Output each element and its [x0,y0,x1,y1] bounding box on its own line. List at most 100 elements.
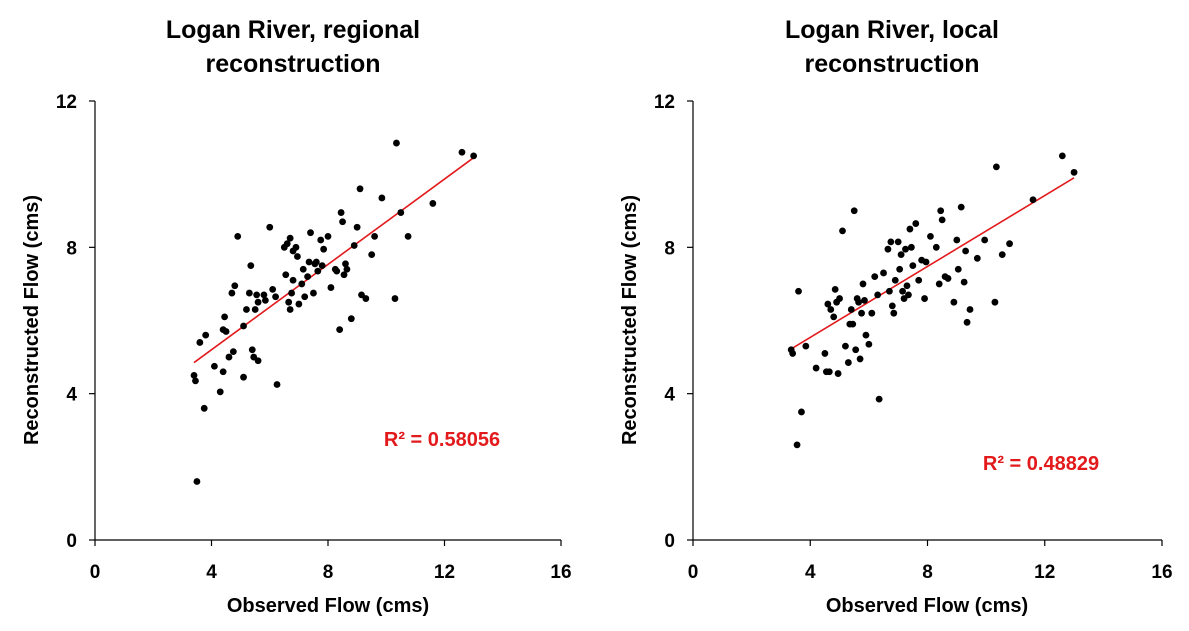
data-point [861,296,868,304]
data-point [299,265,307,273]
x-tick-label: 8 [323,562,334,583]
data-point [286,234,294,242]
data-point [944,275,952,282]
x-tick-label: 8 [922,562,933,583]
data-point [273,381,281,388]
data-point [844,359,852,366]
data-point [294,253,301,260]
data-point [307,229,314,237]
data-point [849,320,857,328]
data-point [922,258,930,266]
data-point [973,254,981,262]
data-point [899,287,906,295]
data-point [902,245,909,253]
data-point [897,251,905,259]
data-point [912,220,920,227]
data-point [1006,240,1013,248]
data-point [992,163,1000,171]
regional-reconstruction-chart: Logan River, regional reconstruction Obs… [21,16,572,617]
data-point [991,298,999,306]
x-tick-label: 16 [550,562,571,583]
data-point [378,194,386,202]
data-point [802,342,810,350]
data-point [962,247,970,255]
data-point [327,284,335,291]
data-point [283,240,291,248]
data-point [368,251,376,259]
data-point [875,395,883,403]
chart-title-line-2: reconstruction [205,50,380,78]
data-point [314,267,322,275]
data-point [312,258,320,266]
data-point [850,207,858,215]
data-point [963,318,971,326]
x-tick-label: 12 [434,562,455,583]
data-point [350,242,358,249]
data-point [880,269,887,277]
data-point [371,232,378,240]
data-point [909,262,917,270]
data-point [192,377,199,385]
data-point [211,362,218,370]
x-tick-label: 0 [90,562,101,583]
data-point [202,331,210,339]
data-point [859,280,867,288]
data-point [938,216,946,224]
data-point [957,203,965,211]
data-point [827,306,835,313]
data-point [353,223,361,231]
data-point [343,265,351,273]
x-tick-label: 4 [206,562,217,583]
data-point [894,238,902,246]
y-axis-label: Reconstructed Flow (cms) [21,195,43,445]
data-point [907,243,915,251]
data-point [905,291,912,299]
data-point [890,309,898,317]
trend-line [789,177,1075,351]
data-point [301,293,309,301]
data-point [248,346,256,354]
data-point [834,370,842,377]
data-point [333,267,341,275]
data-point [1029,196,1037,204]
data-point [216,388,224,396]
y-tick-label: 0 [66,531,77,552]
data-point [932,243,940,251]
data-point [347,315,355,323]
data-point [921,295,928,302]
data-point [193,478,201,485]
data-point [336,326,344,334]
data-point [966,306,974,313]
data-point [812,364,820,372]
data-point [282,271,290,279]
data-point [288,289,295,297]
chart-title-line-1: Logan River, regional [166,16,420,44]
data-point [240,373,247,381]
y-tick-label: 12 [654,92,675,113]
data-point [254,357,262,365]
data-point [960,278,968,286]
data-point [825,368,833,376]
data-point [1058,152,1066,160]
data-point [831,286,839,293]
data-point [196,339,204,346]
data-point [324,232,332,240]
data-point [289,276,297,284]
y-tick-label: 4 [66,385,77,406]
data-point [871,273,879,280]
data-point [891,276,899,284]
x-axis-label: Observed Flow (cms) [227,595,429,617]
data-point [954,265,962,273]
data-point [830,313,838,321]
data-point [243,306,250,313]
data-point [839,227,846,235]
data-point [292,243,300,251]
data-point [862,331,870,339]
data-point [362,295,370,302]
data-point [858,309,865,317]
data-point [856,355,864,363]
x-tick-label: 0 [688,562,699,583]
data-point [286,306,294,313]
data-point [298,280,306,288]
